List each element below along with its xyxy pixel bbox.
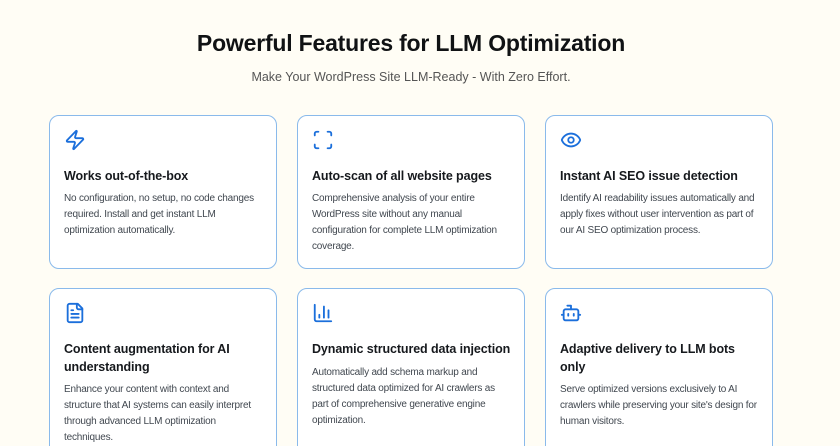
- feature-description: Identify AI readability issues automatic…: [560, 193, 755, 237]
- feature-title: Works out-of-the-box: [64, 168, 189, 183]
- feature-title: Adaptive delivery to LLM bots only: [560, 342, 735, 374]
- feature-card: Dynamic structured data injection Automa…: [297, 288, 525, 446]
- feature-card: Content augmentation for AI understandin…: [49, 288, 277, 446]
- feature-description: Serve optimized versions exclusively to …: [560, 384, 757, 428]
- feature-card: Adaptive delivery to LLM bots only Serve…: [545, 288, 773, 446]
- feature-title: Content augmentation for AI understandin…: [64, 342, 230, 374]
- features-grid: Works out-of-the-box No configuration, n…: [49, 114, 773, 446]
- feature-description: No configuration, no setup, no code chan…: [64, 193, 254, 237]
- feature-description: Automatically add schema markup and stru…: [312, 366, 495, 426]
- page-subtitle: Make Your WordPress Site LLM-Ready - Wit…: [251, 69, 571, 84]
- feature-card: Auto-scan of all website pages Comprehen…: [297, 114, 525, 270]
- file-text-icon: [64, 302, 86, 324]
- feature-card: Works out-of-the-box No configuration, n…: [49, 114, 277, 270]
- zap-icon: [64, 129, 86, 151]
- bot-icon: [560, 302, 582, 324]
- eye-icon: [560, 129, 582, 151]
- feature-title: Instant AI SEO issue detection: [560, 168, 738, 183]
- page-title: Powerful Features for LLM Optimization: [196, 30, 626, 56]
- scan-icon: [312, 129, 334, 151]
- bar-chart-icon: [312, 302, 334, 324]
- feature-description: Enhance your content with context and st…: [64, 384, 251, 444]
- feature-description: Comprehensive analysis of your entire Wo…: [312, 193, 497, 253]
- features-section: Powerful Features for LLM Optimization M…: [49, 0, 773, 446]
- feature-card: Instant AI SEO issue detection Identify …: [545, 114, 773, 270]
- feature-title: Dynamic structured data injection: [312, 342, 511, 357]
- feature-title: Auto-scan of all website pages: [312, 168, 492, 183]
